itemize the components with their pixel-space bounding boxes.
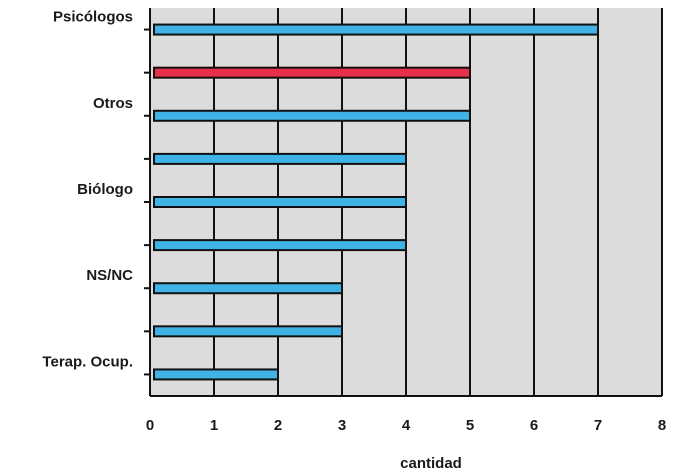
- x-tick-label: 6: [530, 417, 538, 434]
- bar: [153, 109, 471, 122]
- x-tick-label: 7: [594, 417, 602, 434]
- bar: [153, 368, 279, 381]
- x-tick-label: 0: [146, 417, 154, 434]
- bar: [153, 239, 407, 252]
- y-category-label: Psicólogos: [53, 9, 133, 26]
- bar: [153, 66, 471, 79]
- y-category-label: Otros: [93, 95, 133, 112]
- y-category-label: NS/NC: [86, 267, 133, 284]
- x-tick-label: 4: [402, 417, 411, 434]
- x-axis-tick-labels: 0 1 2 3 4 5 6 7 8: [146, 417, 666, 434]
- bar: [153, 282, 343, 295]
- x-tick-label: 5: [466, 417, 474, 434]
- y-category-label: Terap. Ocup.: [42, 353, 133, 370]
- bar: [153, 325, 343, 338]
- bar: [153, 196, 407, 208]
- bar: [153, 152, 407, 165]
- bar: [153, 23, 599, 36]
- x-tick-label: 3: [338, 417, 346, 434]
- x-tick-label: 2: [274, 417, 282, 434]
- bars: [153, 23, 599, 381]
- y-axis-labels: Psicólogos Otros Biólogo NS/NC Terap. Ocup.: [42, 9, 133, 371]
- y-category-label: Biólogo: [77, 181, 133, 198]
- x-tick-label: 8: [658, 417, 666, 434]
- x-tick-label: 1: [210, 417, 218, 434]
- x-axis-title: cantidad: [400, 455, 462, 472]
